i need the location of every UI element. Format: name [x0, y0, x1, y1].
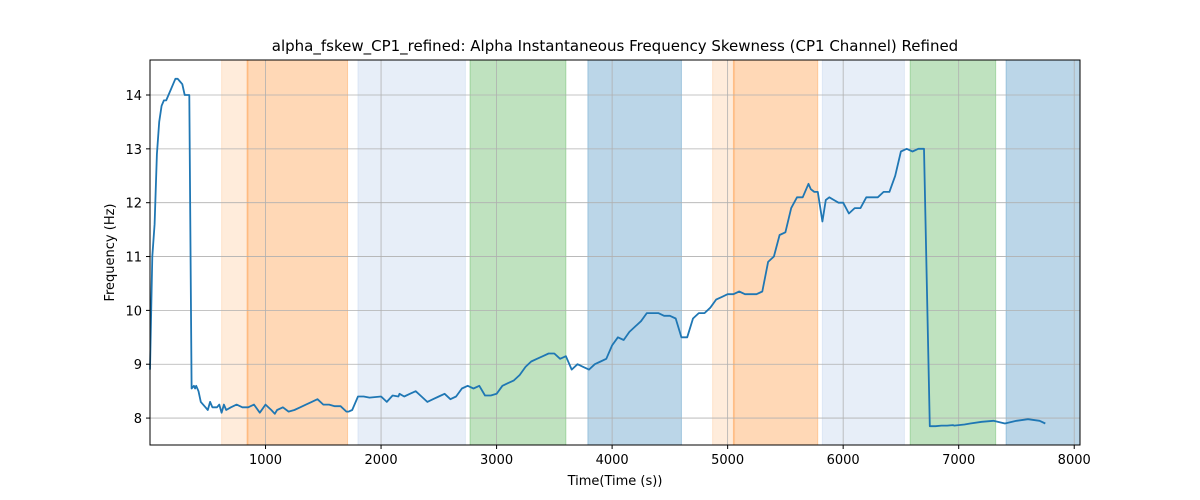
- band-1: [246, 59, 349, 446]
- y-tick-label: 13: [125, 143, 142, 158]
- y-tick-label: 8: [134, 412, 142, 427]
- y-tick-label: 12: [125, 197, 142, 212]
- x-tick-label: 1000: [249, 453, 282, 468]
- grid-layer: [150, 60, 1080, 445]
- y-tick-label: 11: [125, 251, 142, 266]
- x-tick-label: 3000: [480, 453, 513, 468]
- band-2: [357, 59, 466, 446]
- series-layer: [149, 77, 1046, 428]
- series-line-0: [149, 77, 1046, 428]
- band-7: [821, 59, 905, 446]
- x-axis-label: Time(Time (s)): [567, 474, 663, 489]
- y-tick-label: 10: [125, 304, 142, 319]
- band-4: [587, 59, 682, 446]
- bands-layer: [221, 59, 1081, 446]
- band-9: [1005, 59, 1081, 446]
- band-8: [909, 59, 997, 446]
- x-tick-label: 4000: [596, 453, 629, 468]
- x-tick-label: 6000: [827, 453, 860, 468]
- y-tick-label: 14: [125, 89, 142, 104]
- y-axis-label: Frequency (Hz): [103, 203, 118, 301]
- x-tick-label: 2000: [365, 453, 398, 468]
- x-tick-label: 8000: [1058, 453, 1091, 468]
- band-5: [712, 59, 736, 446]
- plot-frame: [149, 59, 1081, 446]
- band-0: [221, 59, 249, 446]
- band-3: [469, 59, 567, 446]
- chart-title: alpha_fskew_CP1_refined: Alpha Instantan…: [272, 37, 958, 56]
- x-tick-label: 5000: [711, 453, 744, 468]
- x-tick-label: 7000: [942, 453, 975, 468]
- ticks-layer: 1000 2000 3000 4000 5000 6000 7000 8000 8 9 10 11 12…: [125, 89, 1090, 468]
- y-tick-label: 9: [134, 358, 142, 373]
